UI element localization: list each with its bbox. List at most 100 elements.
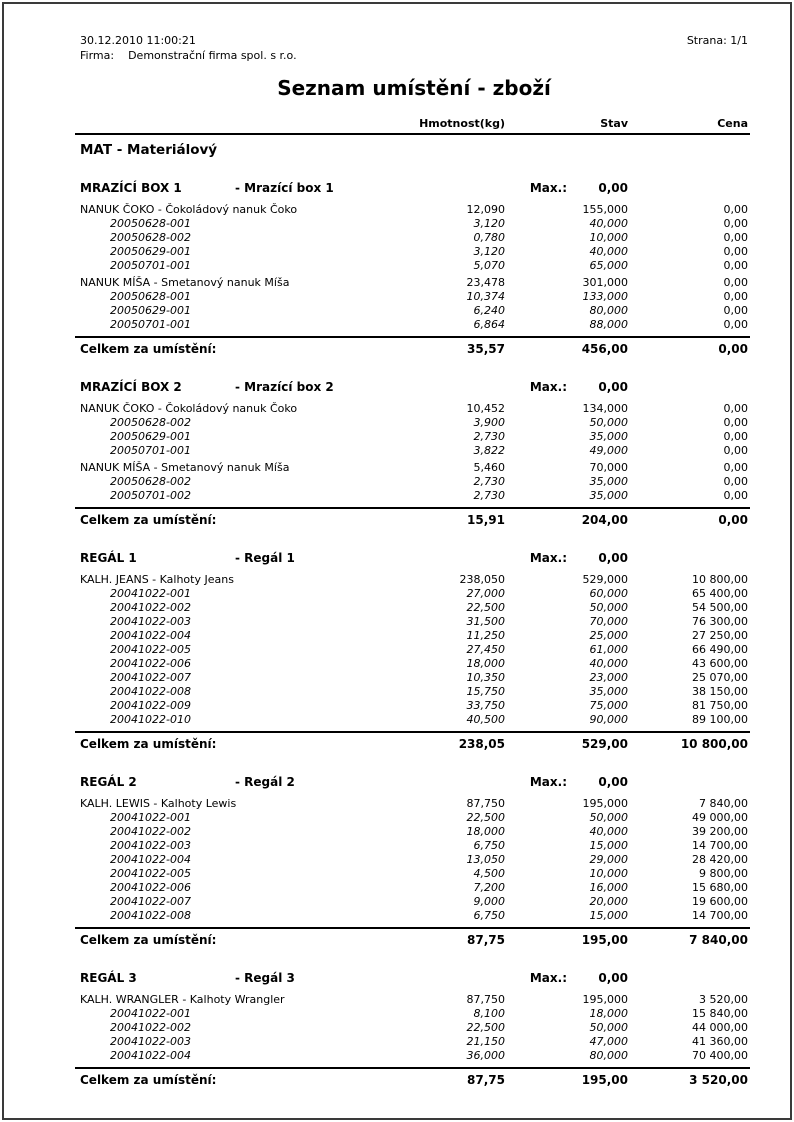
product-weight: 87,750	[466, 993, 506, 1006]
batch-id: 20050701-001	[110, 444, 191, 457]
batch-stav: 10,000	[589, 231, 629, 244]
total-cena: 10 800,00	[680, 737, 748, 751]
batch-cena: 89 100,00	[692, 713, 748, 726]
location-rows: KALH. WRANGLER - Kalhoty Wrangler 87,750 1…	[80, 993, 748, 1063]
max-label: Max.:	[529, 775, 567, 789]
batch-cena: 0,00	[723, 444, 749, 457]
batch-weight: 22,500	[466, 1021, 506, 1034]
firm-label: Firma:	[80, 49, 115, 62]
location-section: MRAZÍCÍ BOX 2- Mrazící box 2 Max.: 0,00 NAN…	[75, 380, 750, 528]
batch-row: 20041022-010 40,500 90,000 89 100,00	[80, 713, 748, 727]
total-cena: 0,00	[718, 342, 748, 356]
batch-cena: 76 300,00	[692, 615, 748, 628]
batch-id: 20041022-001	[110, 587, 191, 600]
batch-weight: 11,250	[466, 629, 506, 642]
batch-row: 20041022-002 22,500 50,000 44 000,00	[80, 1021, 748, 1035]
batch-row: 20041022-003 21,150 47,000 41 360,00	[80, 1035, 748, 1049]
batch-weight: 3,900	[473, 416, 506, 429]
location-desc: - Mrazící box 2	[235, 380, 334, 394]
location-desc: - Regál 1	[235, 551, 295, 565]
batch-cena: 0,00	[723, 231, 749, 244]
batch-cena: 44 000,00	[692, 1021, 748, 1034]
batch-weight: 6,750	[473, 909, 506, 922]
batch-stav: 35,000	[589, 475, 629, 488]
product-row: NANUK ČOKO - Čokoládový nanuk Čoko 10,452…	[80, 402, 748, 416]
batch-stav: 23,000	[589, 671, 629, 684]
location-rows: NANUK ČOKO - Čokoládový nanuk Čoko 12,090…	[80, 203, 748, 332]
product-cena: 0,00	[723, 276, 749, 289]
location-header: REGÁL 1 - Regál 1 Max.: 0,00	[80, 551, 748, 566]
batch-id: 20041022-001	[110, 811, 191, 824]
batch-weight: 36,000	[466, 1049, 506, 1062]
batch-cena: 0,00	[723, 217, 749, 230]
max-spacer	[628, 971, 748, 986]
location-total-row: Celkem za umístění: 238,05 529,00 10 800,00	[75, 731, 750, 752]
product-cena: 0,00	[723, 402, 749, 415]
total-stav: 195,00	[581, 933, 628, 947]
batch-weight: 4,500	[473, 867, 506, 880]
batch-row: 20050701-001 5,070 65,000 0,00	[80, 259, 748, 273]
batch-row: 20041022-007 9,000 20,000 19 600,00	[80, 895, 748, 909]
batch-id: 20041022-005	[110, 867, 191, 880]
product-weight: 87,750	[466, 797, 506, 810]
batch-cena: 39 200,00	[692, 825, 748, 838]
total-weight: 15,91	[467, 513, 505, 527]
batch-weight: 40,500	[466, 713, 506, 726]
total-label: Celkem za umístění:	[80, 342, 217, 356]
max-value: 0,00	[598, 775, 628, 789]
batch-weight: 2,730	[473, 475, 506, 488]
location-section: MRAZÍCÍ BOX 1- Mrazící box 1 Max.: 0,00 NAN…	[75, 181, 750, 357]
batch-stav: 40,000	[589, 245, 629, 258]
batch-weight: 21,150	[466, 1035, 506, 1048]
total-stav: 204,00	[581, 513, 628, 527]
batch-stav: 15,000	[589, 839, 629, 852]
batch-weight: 8,100	[473, 1007, 506, 1020]
batch-stav: 25,000	[589, 629, 629, 642]
batch-cena: 25 070,00	[692, 671, 748, 684]
product-name: NANUK ČOKO - Čokoládový nanuk Čoko	[80, 402, 298, 415]
batch-weight: 3,120	[473, 217, 506, 230]
batch-stav: 60,000	[589, 587, 629, 600]
batch-id: 20050628-002	[110, 475, 191, 488]
batch-id: 20041022-006	[110, 657, 191, 670]
product-stav: 195,000	[582, 797, 629, 810]
product-cena: 10 800,00	[692, 573, 748, 586]
location-header: MRAZÍCÍ BOX 2 - Mrazící box 2 Max.: 0,00	[80, 380, 748, 395]
location-section: REGÁL 3 - Regál 3 Max.: 0,00 KALH. WRANGLER …	[75, 971, 750, 1088]
batch-id: 20050701-001	[110, 318, 191, 331]
batch-stav: 75,000	[589, 699, 629, 712]
batch-id: 20041022-002	[110, 1021, 191, 1034]
batch-id: 20041022-002	[110, 601, 191, 614]
product-cena: 0,00	[723, 461, 749, 474]
batch-id: 20041022-004	[110, 1049, 191, 1062]
batch-cena: 9 800,00	[699, 867, 748, 880]
batch-row: 20041022-006 7,200 16,000 15 680,00	[80, 881, 748, 895]
batch-weight: 7,200	[473, 881, 506, 894]
batch-weight: 22,500	[466, 601, 506, 614]
batch-row: 20050701-002 2,730 35,000 0,00	[80, 489, 748, 503]
batch-id: 20050629-001	[110, 304, 191, 317]
location-section: REGÁL 1 - Regál 1 Max.: 0,00 KALH. JEANS - K…	[75, 551, 750, 752]
batch-id: 20050628-002	[110, 231, 191, 244]
product-weight: 10,452	[466, 402, 506, 415]
batch-cena: 14 700,00	[692, 909, 748, 922]
total-label: Celkem za umístění:	[80, 513, 217, 527]
batch-id: 20050701-002	[110, 489, 191, 502]
product-name: NANUK MÍŠA - Smetanový nanuk Míša	[80, 461, 290, 474]
batch-weight: 31,500	[466, 615, 506, 628]
product-weight: 5,460	[473, 461, 506, 474]
location-code: REGÁL 2	[80, 775, 137, 789]
batch-cena: 41 360,00	[692, 1035, 748, 1048]
product-stav: 195,000	[582, 993, 629, 1006]
total-stav: 529,00	[581, 737, 628, 751]
max-label: Max.:	[529, 380, 567, 394]
group-title: MAT - Materiálový	[80, 142, 218, 158]
batch-cena: 0,00	[723, 475, 749, 488]
product-name: KALH. LEWIS - Kalhoty Lewis	[80, 797, 237, 810]
batch-weight: 18,000	[466, 657, 506, 670]
batch-stav: 40,000	[589, 825, 629, 838]
batch-stav: 35,000	[589, 685, 629, 698]
batch-stav: 50,000	[589, 601, 629, 614]
batch-stav: 88,000	[589, 318, 629, 331]
column-header-weight: Hmotnost(kg)	[419, 117, 505, 130]
